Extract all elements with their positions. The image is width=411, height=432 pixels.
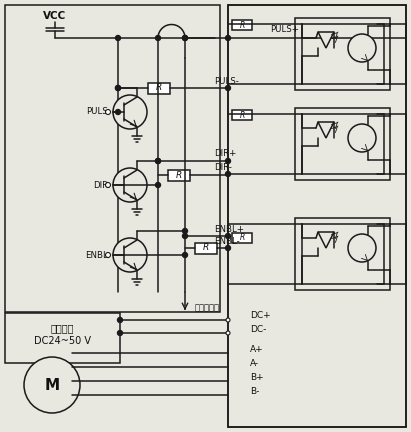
- Circle shape: [24, 357, 80, 413]
- Text: A+: A+: [250, 346, 263, 355]
- Bar: [295, 218, 390, 290]
- Circle shape: [155, 159, 161, 163]
- Circle shape: [106, 182, 111, 187]
- Text: DC24~50 V: DC24~50 V: [34, 336, 90, 346]
- Text: VCC: VCC: [44, 11, 67, 21]
- Circle shape: [226, 331, 230, 335]
- Text: DC-: DC-: [250, 324, 266, 334]
- Text: DIR+: DIR+: [214, 149, 236, 159]
- Circle shape: [106, 109, 111, 114]
- Text: R: R: [176, 171, 182, 180]
- Bar: [302, 224, 384, 284]
- Circle shape: [155, 182, 161, 187]
- Text: DC+: DC+: [250, 311, 270, 321]
- Circle shape: [226, 35, 231, 41]
- Text: R: R: [203, 244, 209, 252]
- Text: 屏蔽線接地: 屏蔽線接地: [195, 304, 220, 312]
- Text: PULS-: PULS-: [214, 76, 239, 86]
- Polygon shape: [318, 122, 334, 138]
- Circle shape: [226, 172, 231, 177]
- Circle shape: [118, 318, 122, 323]
- Polygon shape: [318, 232, 334, 248]
- Bar: [232, 110, 252, 120]
- Circle shape: [115, 86, 120, 90]
- Text: B+: B+: [250, 374, 263, 382]
- Circle shape: [113, 95, 147, 129]
- Bar: [195, 243, 217, 254]
- Bar: [302, 114, 384, 174]
- Circle shape: [155, 159, 161, 163]
- Circle shape: [113, 238, 147, 272]
- Bar: [228, 5, 406, 427]
- Circle shape: [182, 35, 187, 41]
- Bar: [5, 313, 120, 363]
- Polygon shape: [318, 32, 334, 48]
- Text: B-: B-: [250, 388, 259, 397]
- Text: PULS: PULS: [86, 108, 108, 117]
- Circle shape: [118, 330, 122, 336]
- Text: ENBL: ENBL: [85, 251, 108, 260]
- Circle shape: [226, 245, 231, 251]
- Bar: [232, 20, 252, 30]
- Text: ENBL-: ENBL-: [214, 236, 240, 245]
- Bar: [232, 233, 252, 243]
- Text: M: M: [44, 378, 60, 393]
- Text: R: R: [239, 111, 245, 120]
- Text: A-: A-: [250, 359, 259, 368]
- Circle shape: [182, 234, 187, 238]
- Bar: [5, 5, 220, 312]
- Circle shape: [226, 86, 231, 90]
- Circle shape: [226, 234, 231, 238]
- Text: ENBL+: ENBL+: [214, 225, 244, 234]
- Circle shape: [106, 252, 111, 257]
- Text: PULS+: PULS+: [270, 25, 299, 35]
- Bar: [295, 108, 390, 180]
- Circle shape: [155, 35, 161, 41]
- Circle shape: [348, 124, 376, 152]
- Text: DIR: DIR: [93, 181, 108, 190]
- Text: 直流電源: 直流電源: [50, 323, 74, 333]
- Text: R: R: [239, 20, 245, 29]
- Circle shape: [348, 234, 376, 262]
- Circle shape: [226, 159, 231, 163]
- Circle shape: [113, 168, 147, 202]
- Circle shape: [182, 35, 187, 41]
- Circle shape: [182, 229, 187, 234]
- Bar: [168, 170, 190, 181]
- Text: R: R: [156, 83, 162, 92]
- Circle shape: [226, 318, 230, 322]
- Circle shape: [115, 35, 120, 41]
- Bar: [295, 18, 390, 90]
- Circle shape: [182, 252, 187, 257]
- Bar: [148, 83, 170, 94]
- Text: DIR-: DIR-: [214, 163, 232, 172]
- Circle shape: [348, 34, 376, 62]
- Bar: [302, 24, 384, 84]
- Circle shape: [115, 109, 120, 114]
- Circle shape: [115, 86, 120, 90]
- Text: R: R: [239, 234, 245, 242]
